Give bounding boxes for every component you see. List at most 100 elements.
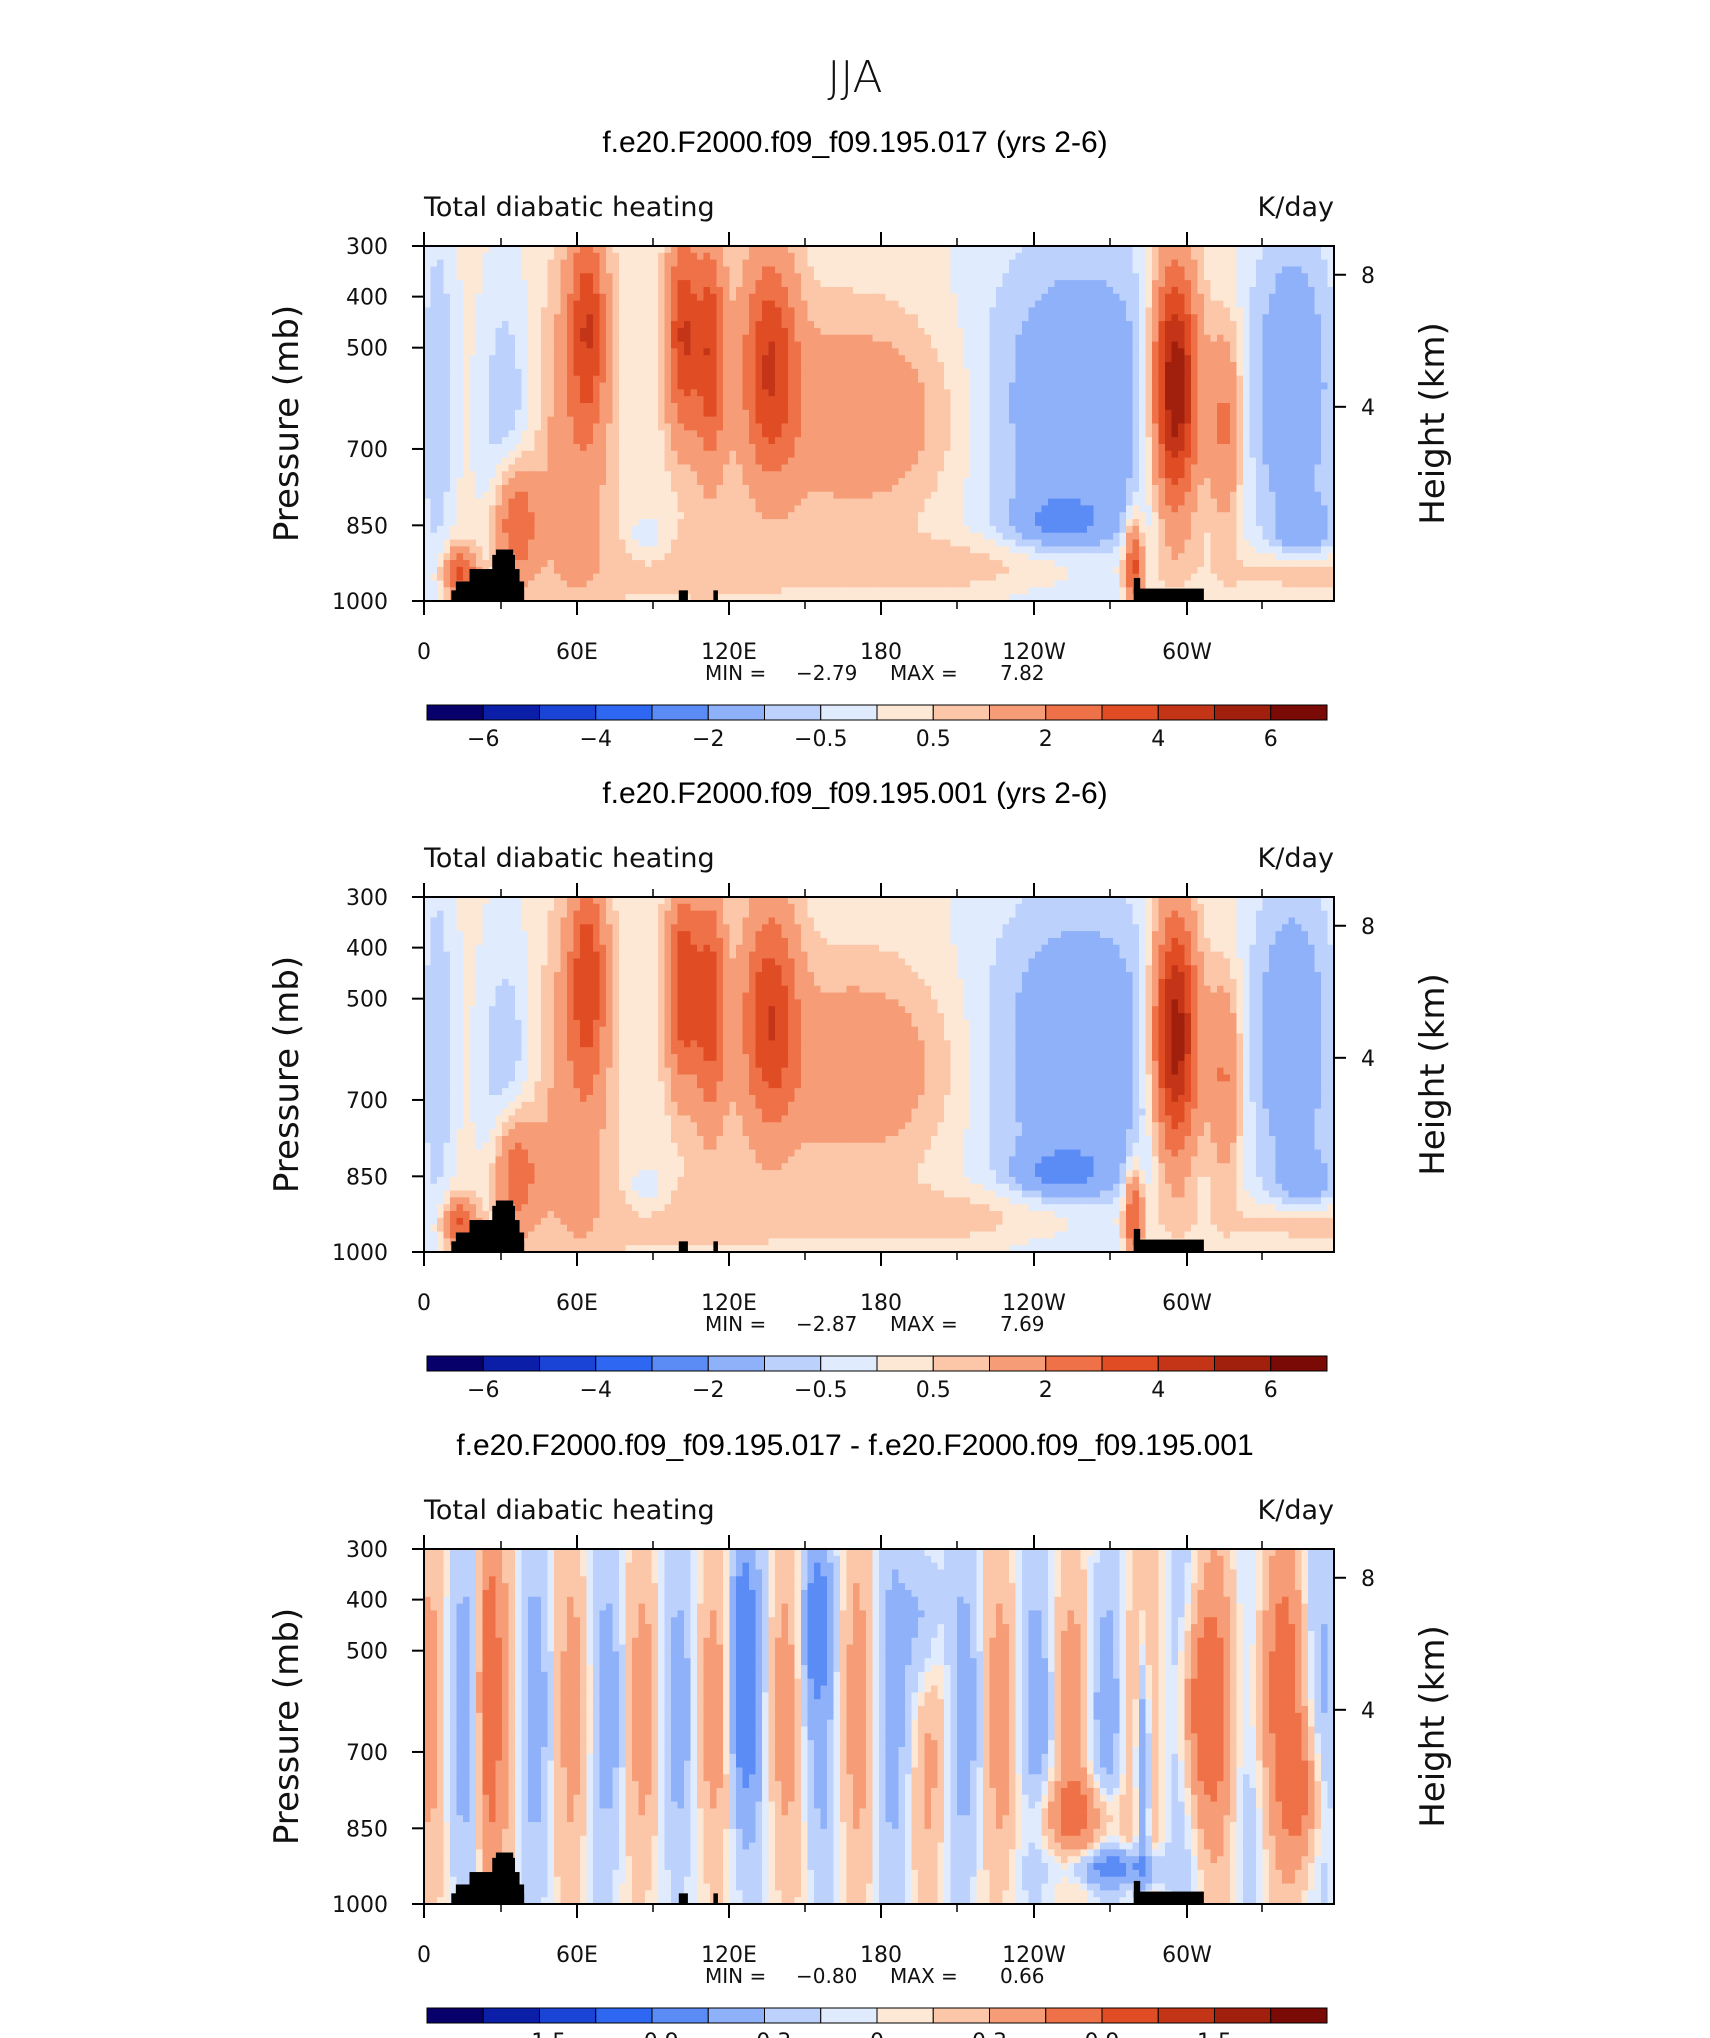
y-axis-label: Pressure (mb) <box>267 1608 307 1845</box>
y-tick-label: 400 <box>346 286 388 311</box>
y2-tick-label: 8 <box>1361 915 1375 940</box>
panel-title: f.e20.F2000.f09_f09.195.017 - f.e20.F200… <box>456 1429 1253 1462</box>
max-value: 0.66 <box>1000 1964 1045 1988</box>
y-tick-label: 700 <box>346 1089 388 1114</box>
colorbar-label: −2 <box>692 1378 724 1403</box>
y2-tick-label: 4 <box>1361 396 1375 421</box>
min-value: −2.79 <box>796 661 857 685</box>
colorbar: −6 −4 −2 −0.5 0.5 2 4 6 <box>426 704 1328 752</box>
x-tick-label: 180 <box>860 1943 902 1968</box>
y2-tick-label: 4 <box>1361 1047 1375 1072</box>
colorbar-label: −0.5 <box>794 1378 847 1403</box>
x-tick-label: 180 <box>860 640 902 665</box>
y2-axis-label: Height (km) <box>1413 1625 1453 1828</box>
min-value: −0.80 <box>796 1964 857 1988</box>
plot-frame <box>423 1548 1335 1905</box>
min-label: MIN = <box>705 1964 766 1988</box>
y-tick-label: 1000 <box>332 1893 388 1918</box>
y-tick-label: 700 <box>346 1741 388 1766</box>
colorbar: −1.5 −0.9 −0.3 0 0.3 0.9 1.5 <box>426 2007 1328 2038</box>
units-label: K/day <box>1258 1495 1334 1526</box>
colorbar-label: −4 <box>580 727 612 752</box>
colorbar-label: −0.5 <box>794 727 847 752</box>
x-tick-label: 120E <box>701 1943 757 1968</box>
figure-title: JJA <box>827 52 882 103</box>
contour-field <box>424 1549 1335 1905</box>
x-tick-label: 0 <box>417 1943 431 1968</box>
x-tick-label: 0 <box>417 1291 431 1316</box>
colorbar-label: 4 <box>1151 1378 1165 1403</box>
colorbar-label: 0.5 <box>916 1378 951 1403</box>
colorbar-label: −4 <box>580 1378 612 1403</box>
contour-field <box>424 897 1335 1253</box>
y-axis-label: Pressure (mb) <box>267 305 307 542</box>
y2-axis-label: Height (km) <box>1413 322 1453 525</box>
x-tick-label: 60W <box>1162 1943 1212 1968</box>
y-tick-label: 850 <box>346 514 388 539</box>
x-tick-label: 60E <box>556 640 598 665</box>
terrain-mask <box>451 549 1204 601</box>
y-tick-label: 400 <box>346 937 388 962</box>
panel-title: f.e20.F2000.f09_f09.195.001 (yrs 2-6) <box>602 777 1107 810</box>
y2-axis-label: Height (km) <box>1413 973 1453 1176</box>
colorbar-label: −6 <box>467 727 499 752</box>
units-label: K/day <box>1258 843 1334 874</box>
x-tick-label: 60E <box>556 1291 598 1316</box>
y-tick-label: 400 <box>346 1589 388 1614</box>
x-tick-label: 120E <box>701 1291 757 1316</box>
max-label: MAX = <box>890 661 958 685</box>
contour-field <box>424 246 1335 602</box>
colorbar-label: 2 <box>1039 727 1053 752</box>
colorbar-label: −0.9 <box>625 2030 678 2038</box>
min-value: −2.87 <box>796 1312 857 1336</box>
x-tick-label: 60W <box>1162 1291 1212 1316</box>
max-label: MAX = <box>890 1964 958 1988</box>
units-label: K/day <box>1258 192 1334 223</box>
left-label: Total diabatic heating <box>423 192 715 223</box>
y2-tick-label: 4 <box>1361 1699 1375 1724</box>
terrain-mask <box>451 1200 1204 1252</box>
plot-frame <box>423 245 1335 602</box>
x-tick-label: 120W <box>1002 1291 1066 1316</box>
colorbar-label: 1.5 <box>1197 2030 1232 2038</box>
colorbar-label: 6 <box>1264 727 1278 752</box>
x-tick-label: 0 <box>417 640 431 665</box>
plot-frame <box>423 896 1335 1253</box>
y-tick-label: 300 <box>346 1538 388 1563</box>
y-tick-label: 300 <box>346 235 388 260</box>
left-label: Total diabatic heating <box>423 843 715 874</box>
panel-1: f.e20.F2000.f09_f09.195.017 (yrs 2-6) Tot… <box>267 126 1453 752</box>
y-axis-label: Pressure (mb) <box>267 956 307 1193</box>
colorbar-label: 0.5 <box>916 727 951 752</box>
colorbar-label: 0.3 <box>972 2030 1007 2038</box>
x-tick-label: 120E <box>701 640 757 665</box>
max-value: 7.82 <box>1000 661 1045 685</box>
left-label: Total diabatic heating <box>423 1495 715 1526</box>
y-tick-label: 500 <box>346 1640 388 1665</box>
colorbar-label: −6 <box>467 1378 499 1403</box>
panel-3: f.e20.F2000.f09_f09.195.017 - f.e20.F200… <box>267 1429 1453 2038</box>
colorbar-label: 4 <box>1151 727 1165 752</box>
y-tick-label: 850 <box>346 1165 388 1190</box>
max-value: 7.69 <box>1000 1312 1045 1336</box>
y-tick-label: 500 <box>346 337 388 362</box>
y2-tick-label: 8 <box>1361 1567 1375 1592</box>
y-tick-label: 850 <box>346 1817 388 1842</box>
y2-tick-label: 8 <box>1361 264 1375 289</box>
panel-title: f.e20.F2000.f09_f09.195.017 (yrs 2-6) <box>602 126 1107 159</box>
y-tick-label: 300 <box>346 886 388 911</box>
min-label: MIN = <box>705 1312 766 1336</box>
y-tick-label: 500 <box>346 988 388 1013</box>
x-tick-label: 120W <box>1002 640 1066 665</box>
panel-2: f.e20.F2000.f09_f09.195.001 (yrs 2-6) Tot… <box>267 777 1453 1403</box>
colorbar-label: −1.5 <box>513 2030 566 2038</box>
min-label: MIN = <box>705 661 766 685</box>
x-tick-label: 120W <box>1002 1943 1066 1968</box>
terrain-mask <box>451 1852 1204 1904</box>
colorbar: −6 −4 −2 −0.5 0.5 2 4 6 <box>426 1355 1328 1403</box>
x-tick-label: 180 <box>860 1291 902 1316</box>
colorbar-label: 2 <box>1039 1378 1053 1403</box>
colorbar-label: −0.3 <box>738 2030 791 2038</box>
colorbar-label: 6 <box>1264 1378 1278 1403</box>
